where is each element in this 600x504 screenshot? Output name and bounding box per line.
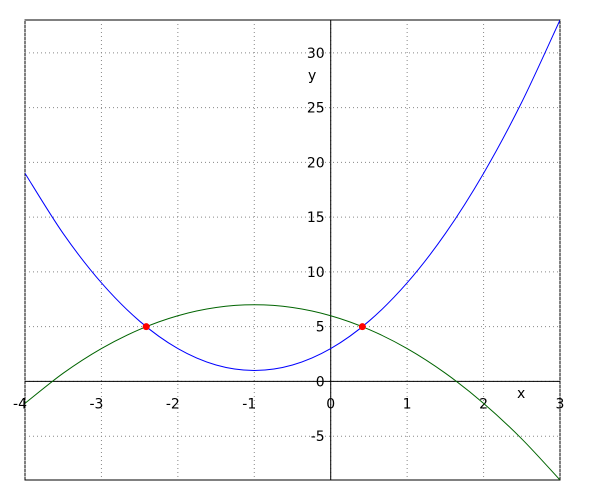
series-curve-0 [25, 20, 560, 371]
y-tick-label: 10 [307, 265, 325, 281]
x-tick-label: -3 [89, 396, 103, 412]
intersection-point [142, 323, 150, 331]
x-tick-label: -1 [242, 396, 256, 412]
y-tick-label: 20 [307, 155, 325, 171]
y-tick-label: 30 [307, 46, 325, 62]
x-tick-label: -2 [166, 396, 180, 412]
series-curve-1 [25, 304, 560, 480]
intersection-point [358, 323, 366, 331]
y-tick-label: 5 [316, 320, 325, 336]
y-tick-label: 0 [316, 374, 325, 390]
intersection-points [142, 323, 366, 331]
x-tick-label: 2 [479, 396, 488, 412]
y-axis-label: y [308, 68, 316, 84]
x-tick-label: 1 [403, 396, 412, 412]
x-axis-label: x [517, 386, 525, 402]
x-tick-label: 0 [326, 396, 335, 412]
x-tick-label: -4 [13, 396, 27, 412]
y-tick-label: 15 [307, 210, 325, 226]
x-tick-label: 3 [556, 396, 565, 412]
plot-frame [24, 19, 561, 481]
y-tick-label: 25 [307, 101, 325, 117]
tick-labels: -4 -3 -2 -1 0 1 2 3 -5 0 5 10 15 20 25 30 [13, 46, 564, 445]
axes [25, 20, 560, 480]
curves [25, 20, 560, 480]
y-tick-label: -5 [311, 429, 325, 445]
